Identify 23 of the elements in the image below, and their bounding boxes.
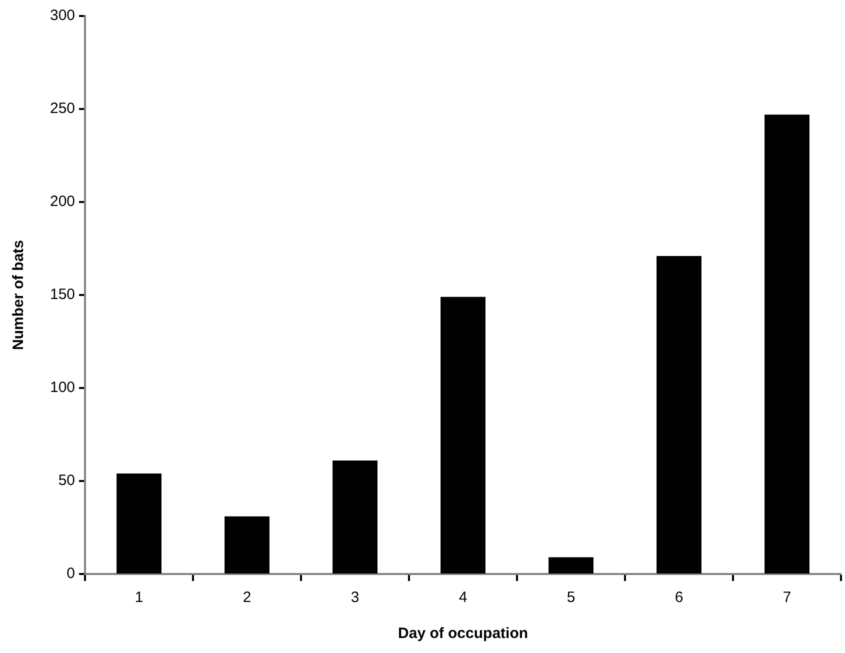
y-tick-label: 250 — [50, 100, 76, 118]
y-tick-label: 0 — [66, 565, 76, 582]
bar — [332, 460, 378, 574]
x-tick-label: 3 — [350, 589, 360, 606]
y-axis-title: Number of bats — [10, 240, 28, 350]
bar — [224, 516, 270, 574]
bar — [116, 474, 162, 574]
bar — [764, 114, 810, 574]
y-tick-label: 100 — [50, 379, 76, 396]
bar — [656, 256, 702, 574]
x-tick-label: 5 — [566, 589, 576, 606]
x-tick-label: 2 — [242, 589, 252, 606]
bar — [548, 557, 594, 574]
x-tick-label: 1 — [134, 589, 144, 606]
y-tick-label: 150 — [50, 286, 76, 304]
x-tick-label: 4 — [458, 589, 468, 606]
y-tick-label: 200 — [50, 193, 76, 210]
x-tick-label: 7 — [782, 589, 792, 606]
x-tick-label: 6 — [674, 589, 684, 606]
x-axis-title: Day of occupation — [398, 625, 528, 642]
y-tick-label: 50 — [58, 472, 76, 490]
y-tick-label: 300 — [50, 7, 76, 24]
bar — [440, 296, 486, 574]
